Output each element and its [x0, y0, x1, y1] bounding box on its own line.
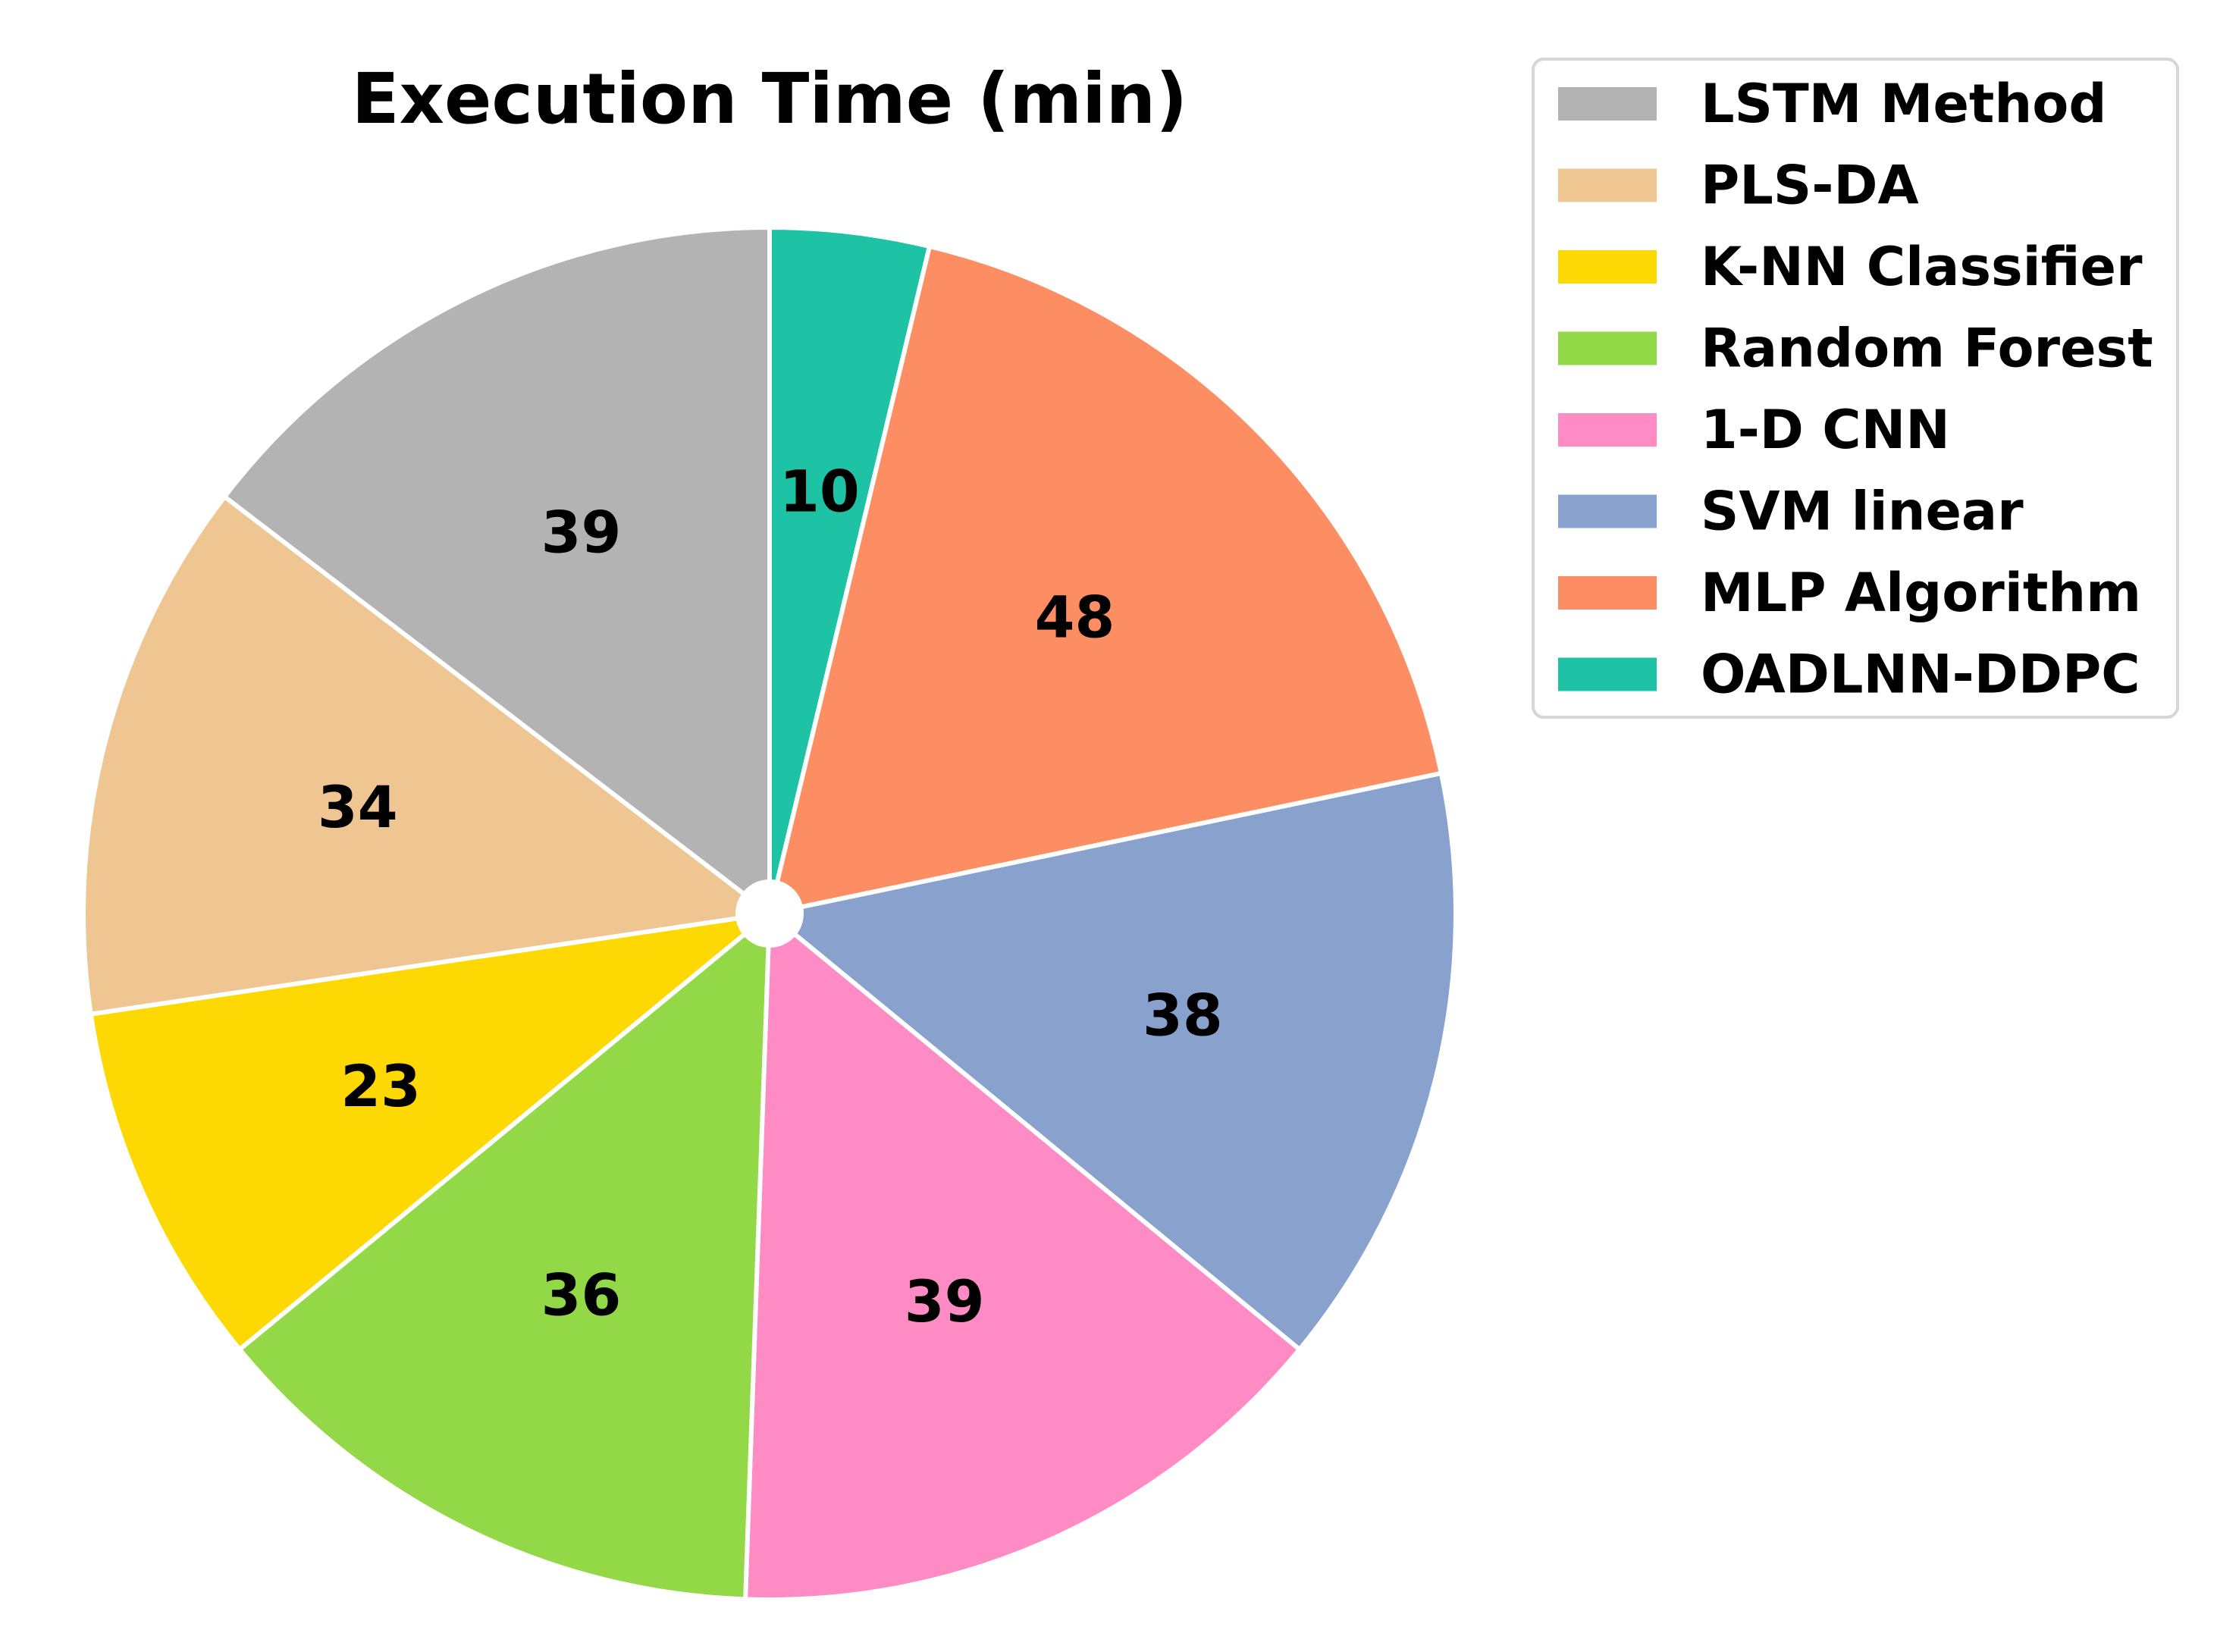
legend-frame [1532, 58, 2179, 719]
legend-label-pls-da: PLS-DA [1701, 155, 1919, 217]
legend-label-lstm-method: LSTM Method [1701, 73, 2106, 135]
slice-value-label-lstm-method: 39 [541, 498, 622, 566]
legend-label-k-nn-classifier: K-NN Classifier [1701, 236, 2143, 298]
legend-entry-oadlnn-ddpc: OADLNN-DDPC [1558, 644, 2140, 706]
legend-label-oadlnn-ddpc: OADLNN-DDPC [1701, 644, 2140, 706]
slice-value-label-mlp-algorithm: 48 [1035, 584, 1115, 651]
slice-value-label-k-nn-classifier: 23 [340, 1052, 421, 1120]
legend-entry-1-d-cnn: 1-D CNN [1558, 399, 1950, 461]
pie-slice-mlp-algorithm [767, 243, 1444, 916]
legend-swatch-k-nn-classifier [1558, 250, 1657, 284]
legend-label-random-forest: Random Forest [1701, 318, 2153, 380]
slice-value-label-pls-da: 34 [318, 773, 398, 841]
legend-label-mlp-algorithm: MLP Algorithm [1701, 562, 2141, 624]
legend-swatch-svm-linear [1558, 494, 1657, 528]
pie-slices [81, 225, 1458, 1602]
pie-slice-1-d-cnn [743, 911, 1302, 1602]
legend-entry-mlp-algorithm: MLP Algorithm [1558, 562, 2141, 624]
legend-entry-lstm-method: LSTM Method [1558, 73, 2106, 135]
slice-value-label-oadlnn-ddpc: 10 [779, 457, 860, 525]
slice-value-label-1-d-cnn: 39 [905, 1268, 985, 1335]
legend-swatch-mlp-algorithm [1558, 576, 1657, 610]
slice-value-label-svm-linear: 38 [1143, 982, 1223, 1049]
pie-slice-k-nn-classifier [88, 911, 772, 1352]
slice-value-label-random-forest: 36 [541, 1262, 622, 1329]
pie-slice-lstm-method [222, 225, 772, 916]
legend-swatch-random-forest [1558, 331, 1657, 365]
legend-label-svm-linear: SVM linear [1701, 481, 2024, 543]
legend-swatch-pls-da [1558, 168, 1657, 202]
legend-entry-k-nn-classifier: K-NN Classifier [1558, 236, 2143, 298]
legend-swatch-1-d-cnn [1558, 413, 1657, 447]
legend-swatch-oadlnn-ddpc [1558, 657, 1657, 691]
legend-swatch-lstm-method [1558, 87, 1657, 121]
legend-entry-pls-da: PLS-DA [1558, 155, 1919, 217]
pie-value-labels: 10 48 38 39 36 23 34 39 [318, 457, 1223, 1335]
pie-slice-pls-da [81, 494, 772, 1017]
pie-slice-svm-linear [767, 770, 1458, 1352]
legend: LSTM Method PLS-DA K-NN Classifier Random F… [1532, 58, 2179, 719]
chart-title: Execution Time (min) [352, 58, 1187, 139]
pie-slice-random-forest [237, 911, 772, 1602]
legend-items: LSTM Method PLS-DA K-NN Classifier Random F… [1558, 73, 2153, 706]
legend-label-1-d-cnn: 1-D CNN [1701, 399, 1950, 461]
legend-entry-random-forest: Random Forest [1558, 318, 2153, 380]
legend-entry-svm-linear: SVM linear [1558, 481, 2024, 543]
pie-center-hole [735, 879, 804, 948]
